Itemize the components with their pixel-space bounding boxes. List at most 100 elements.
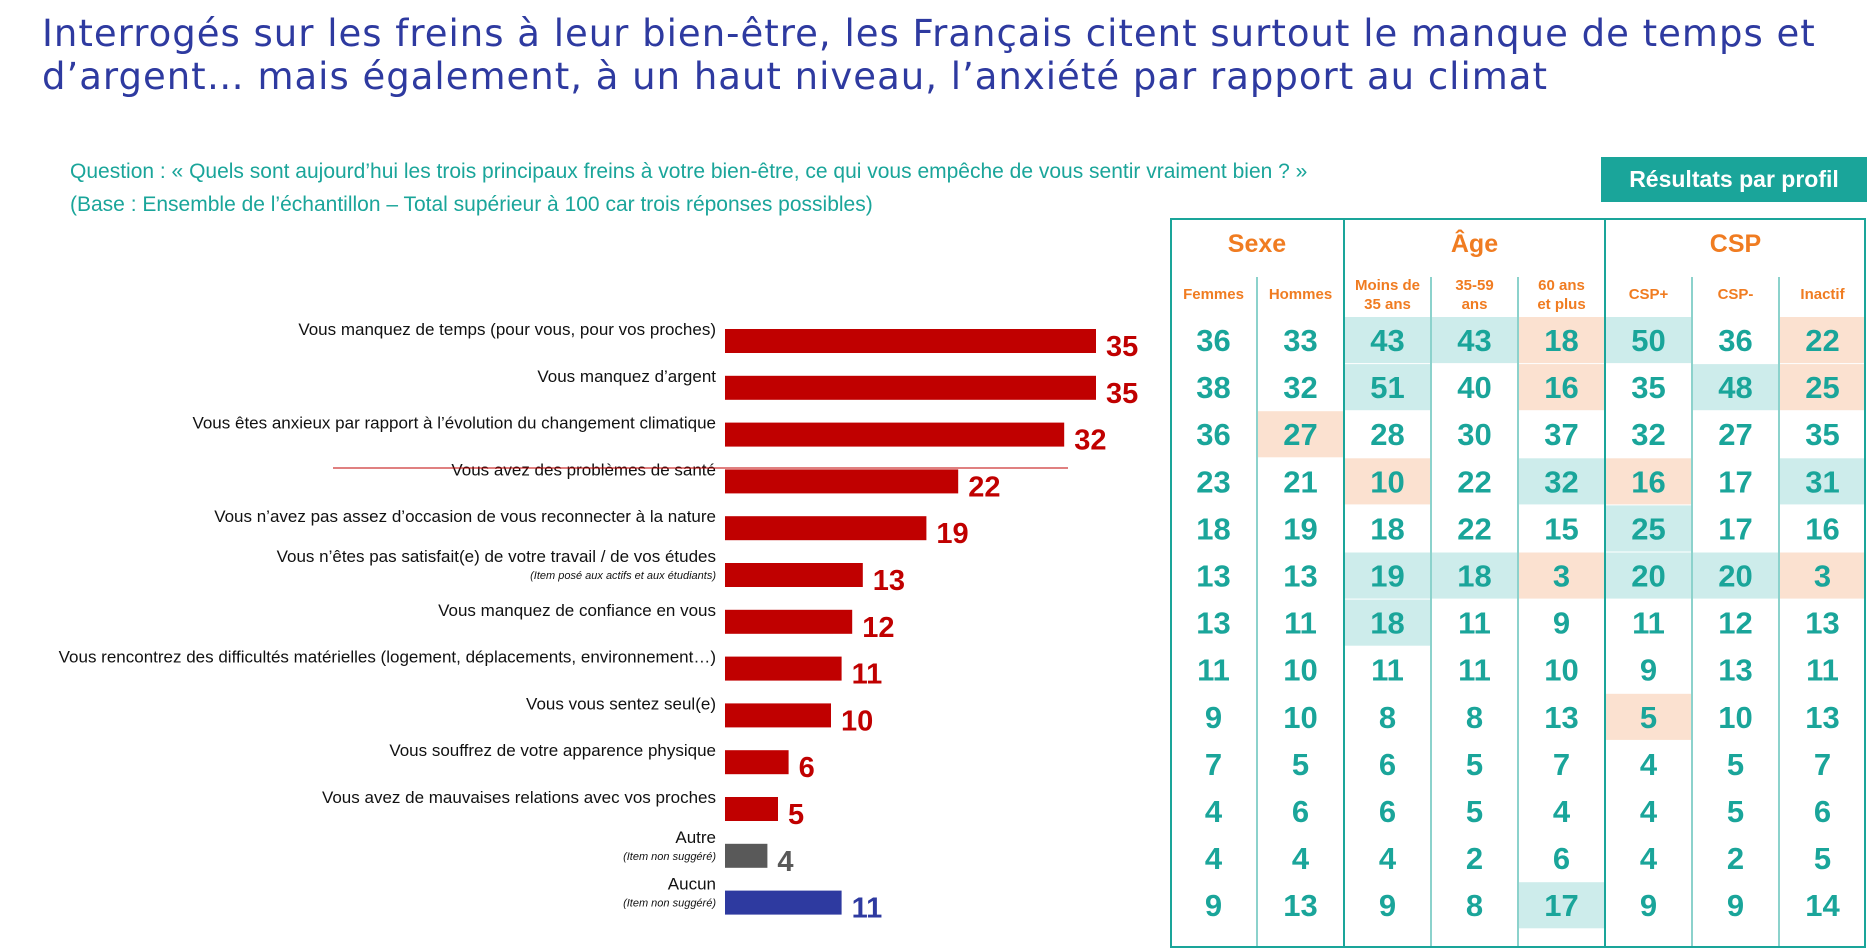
column-header: Femmes [1183, 286, 1244, 303]
cell-highlight [1432, 552, 1517, 599]
cell-highlight [1780, 458, 1865, 505]
table-cell: 4 [1205, 841, 1223, 876]
bar-value-label: 11 [852, 893, 883, 925]
table-cell: 5 [1640, 700, 1657, 735]
table-cell: 11 [1458, 653, 1491, 688]
table-cell: 32 [1631, 417, 1665, 452]
table-cell: 16 [1805, 511, 1839, 546]
bar-note: (Item posé aux actifs et aux étudiants) [530, 570, 716, 582]
table-cell: 3 [1814, 559, 1831, 594]
column-header: CSP- [1718, 286, 1754, 303]
cell-highlight [1606, 458, 1691, 505]
cell-highlight [1606, 552, 1691, 599]
group-header: CSP [1710, 230, 1761, 258]
cell-highlight [1345, 458, 1430, 505]
table-cell: 7 [1205, 747, 1222, 782]
bar-value-label: 11 [852, 659, 883, 691]
column-header: CSP+ [1629, 286, 1669, 303]
table-cell: 13 [1283, 888, 1317, 923]
table-cell: 25 [1805, 370, 1839, 405]
table-cell: 9 [1640, 653, 1657, 688]
cell-highlight [1519, 364, 1604, 411]
table-cell: 11 [1806, 653, 1839, 688]
table-cell: 4 [1640, 794, 1658, 829]
table-cell: 4 [1205, 794, 1223, 829]
table-cell: 17 [1718, 511, 1752, 546]
table-cell: 9 [1553, 606, 1570, 641]
table-cell: 13 [1283, 559, 1317, 594]
table-cell: 11 [1371, 653, 1404, 688]
cell-highlight [1693, 364, 1778, 411]
question-text: Question : « Quels sont aujourd’hui les … [70, 160, 1308, 183]
table-cell: 5 [1466, 794, 1483, 829]
bar-label: Vous avez des problèmes de santé [451, 460, 716, 479]
profile-results-table: Sexe Femmes Hommes Âge Moins de 35 ans 35-59 an… [1170, 218, 1866, 948]
bar [725, 469, 959, 494]
table-cell: 37 [1544, 417, 1578, 452]
table-cell: 12 [1718, 606, 1752, 641]
table-cell: 20 [1631, 559, 1665, 594]
table-cell: 6 [1379, 747, 1396, 782]
table-cell: 35 [1805, 417, 1839, 452]
table-cell: 4 [1379, 841, 1397, 876]
bar-value-label: 22 [968, 471, 1000, 503]
cell-highlight [1519, 317, 1604, 364]
bar-label: Aucun [668, 875, 716, 894]
bar-note: (Item non suggéré) [623, 898, 716, 910]
column-header-cont: et plus [1537, 296, 1585, 313]
bar [725, 843, 768, 868]
table-cell: 4 [1553, 794, 1571, 829]
table-cell: 10 [1283, 653, 1317, 688]
cell-highlight [1780, 317, 1865, 364]
bar-label: Vous vous sentez seul(e) [526, 694, 716, 713]
cell-highlight [1345, 364, 1430, 411]
table-cell: 11 [1284, 606, 1317, 641]
table-cell: 6 [1814, 794, 1831, 829]
cell-highlight [1519, 882, 1604, 929]
table-cell: 35 [1631, 370, 1665, 405]
table-cell: 9 [1640, 888, 1657, 923]
bar-value-label: 13 [873, 565, 905, 597]
table-cell: 43 [1370, 323, 1404, 358]
column-header: Inactif [1800, 286, 1845, 303]
cell-highlight [1519, 458, 1604, 505]
table-cell: 13 [1544, 700, 1578, 735]
cell-highlight [1606, 693, 1691, 740]
bar-value-label: 10 [841, 705, 873, 737]
table-cell: 22 [1457, 464, 1491, 499]
table-cell: 3 [1553, 559, 1570, 594]
cell-highlight [1606, 317, 1691, 364]
table-cell: 21 [1283, 464, 1317, 499]
bar-label: Autre [675, 828, 716, 847]
table-cell: 32 [1283, 370, 1317, 405]
table-cell: 48 [1718, 370, 1752, 405]
table-cell: 7 [1553, 747, 1570, 782]
column-header-cont: 35 ans [1364, 296, 1411, 313]
results-by-profile-badge: Résultats par profil [1601, 157, 1867, 202]
bar-value-label: 32 [1074, 425, 1106, 457]
table-cell: 2 [1727, 841, 1744, 876]
table-cell: 19 [1283, 511, 1317, 546]
bar [725, 609, 853, 634]
table-cell: 11 [1197, 653, 1230, 688]
bar-label: Vous manquez de temps (pour vous, pour v… [298, 320, 716, 339]
table-cell: 10 [1718, 700, 1752, 735]
bar [725, 563, 863, 587]
table-cell: 5 [1727, 747, 1744, 782]
cell-highlight [1432, 317, 1517, 364]
bar-value-label: 12 [862, 612, 894, 644]
table-cell: 18 [1457, 559, 1491, 594]
bar-value-label: 19 [936, 518, 968, 550]
table-cell: 30 [1457, 417, 1491, 452]
table-cell: 11 [1632, 606, 1665, 641]
table-cell: 19 [1370, 559, 1404, 594]
column-header: Moins de [1355, 277, 1420, 294]
page-title: Interrogés sur les freins à leur bien-êt… [42, 12, 1816, 98]
table-cell: 8 [1466, 700, 1483, 735]
cell-highlight [1780, 364, 1865, 411]
table-cell: 5 [1292, 747, 1309, 782]
bar-label: Vous manquez d’argent [537, 367, 716, 386]
cell-highlight [1258, 411, 1343, 458]
table-cell: 8 [1379, 700, 1396, 735]
base-note: (Base : Ensemble de l’échantillon – Tota… [70, 193, 873, 216]
